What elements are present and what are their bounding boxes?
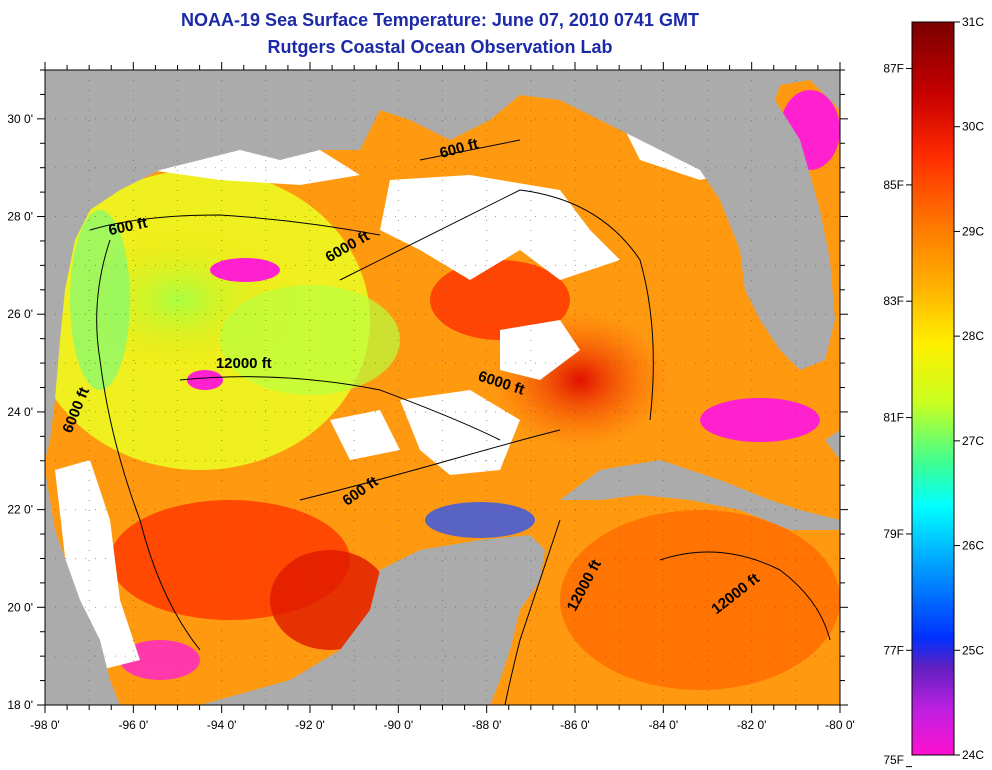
lat-tick-label: 18 0' <box>7 698 33 712</box>
contour-600ft-shelf <box>419 139 521 161</box>
lat-tick-label: 28 0' <box>7 210 33 224</box>
sst-texas-shelf <box>70 210 130 390</box>
cloud-area <box>380 175 620 280</box>
fahrenheit-label: 81F <box>883 411 904 425</box>
celsius-label: 27C <box>962 434 984 448</box>
land-mexico-west <box>45 470 120 705</box>
lon-tick-label: -82 0' <box>737 718 767 732</box>
cold-patch <box>187 370 223 390</box>
contour-12000ft-caribbean <box>659 551 831 641</box>
land-bahamas <box>825 430 840 460</box>
cold-patch <box>120 640 200 680</box>
celsius-label: 25C <box>962 643 984 657</box>
lon-tick-label: -84 0' <box>649 718 679 732</box>
celsius-label: 28C <box>962 329 984 343</box>
sst-caribbean-region <box>560 510 840 690</box>
map-title: NOAA-19 Sea Surface Temperature: June 07… <box>181 10 699 30</box>
land-united-states <box>45 70 840 460</box>
depth-contour-label: 12000 ft <box>216 355 272 372</box>
lon-tick-label: -80 0' <box>825 718 855 732</box>
cloud-area <box>500 320 580 380</box>
lon-tick-label: -90 0' <box>384 718 414 732</box>
lat-tick-label: 26 0' <box>7 307 33 321</box>
celsius-label: 26C <box>962 539 984 553</box>
land-yucatan <box>200 535 545 705</box>
colorbar-labels: 31C 30C 29C 28C 27C 26C 25C 24C 87F 85F 83F 81F 79F 7… <box>883 15 984 768</box>
sst-cold-upwelling <box>425 502 535 538</box>
fahrenheit-label: 87F <box>883 62 904 76</box>
fahrenheit-label: 79F <box>883 527 904 541</box>
sst-hot-region-north <box>430 260 570 340</box>
lon-tick-label: -92 0' <box>295 718 325 732</box>
celsius-label: 24C <box>962 748 984 762</box>
contour-12000ft <box>179 376 501 441</box>
contour-600ft-campeche <box>299 429 561 501</box>
lat-tick-label: 24 0' <box>7 405 33 419</box>
celsius-label: 31C <box>962 15 984 29</box>
celsius-label: 30C <box>962 120 984 134</box>
colorbar <box>911 21 955 756</box>
lon-tick-label: -98 0' <box>30 718 60 732</box>
celsius-label: 29C <box>962 224 984 238</box>
lon-tick-label: -86 0' <box>560 718 590 732</box>
axis-ticks: -98 0' -96 0' -94 0' -92 0' -90 0' -88 0' -86 … <box>7 62 855 732</box>
cold-patch <box>700 398 820 442</box>
cloud-area <box>330 410 400 460</box>
map-subtitle: Rutgers Coastal Ocean Observation Lab <box>267 37 613 57</box>
cold-patch <box>210 258 280 282</box>
land-cuba <box>560 460 840 530</box>
contour-6000ft-central <box>339 189 654 421</box>
lat-tick-label: 22 0' <box>7 503 33 517</box>
cloud-area <box>400 390 520 475</box>
lat-tick-label: 30 0' <box>7 112 33 126</box>
fahrenheit-label: 85F <box>883 178 904 192</box>
lat-tick-label: 20 0' <box>7 600 33 614</box>
fahrenheit-label: 83F <box>883 294 904 308</box>
contour-6000ft-west <box>96 239 201 651</box>
lon-tick-label: -94 0' <box>207 718 237 732</box>
contour-600ft-north <box>89 214 381 236</box>
cloud-area <box>55 460 140 670</box>
lon-tick-label: -96 0' <box>119 718 149 732</box>
lon-tick-label: -88 0' <box>472 718 502 732</box>
fahrenheit-label: 75F <box>883 753 904 767</box>
fahrenheit-label: 77F <box>883 643 904 657</box>
contour-12000ft-channel <box>504 519 561 705</box>
